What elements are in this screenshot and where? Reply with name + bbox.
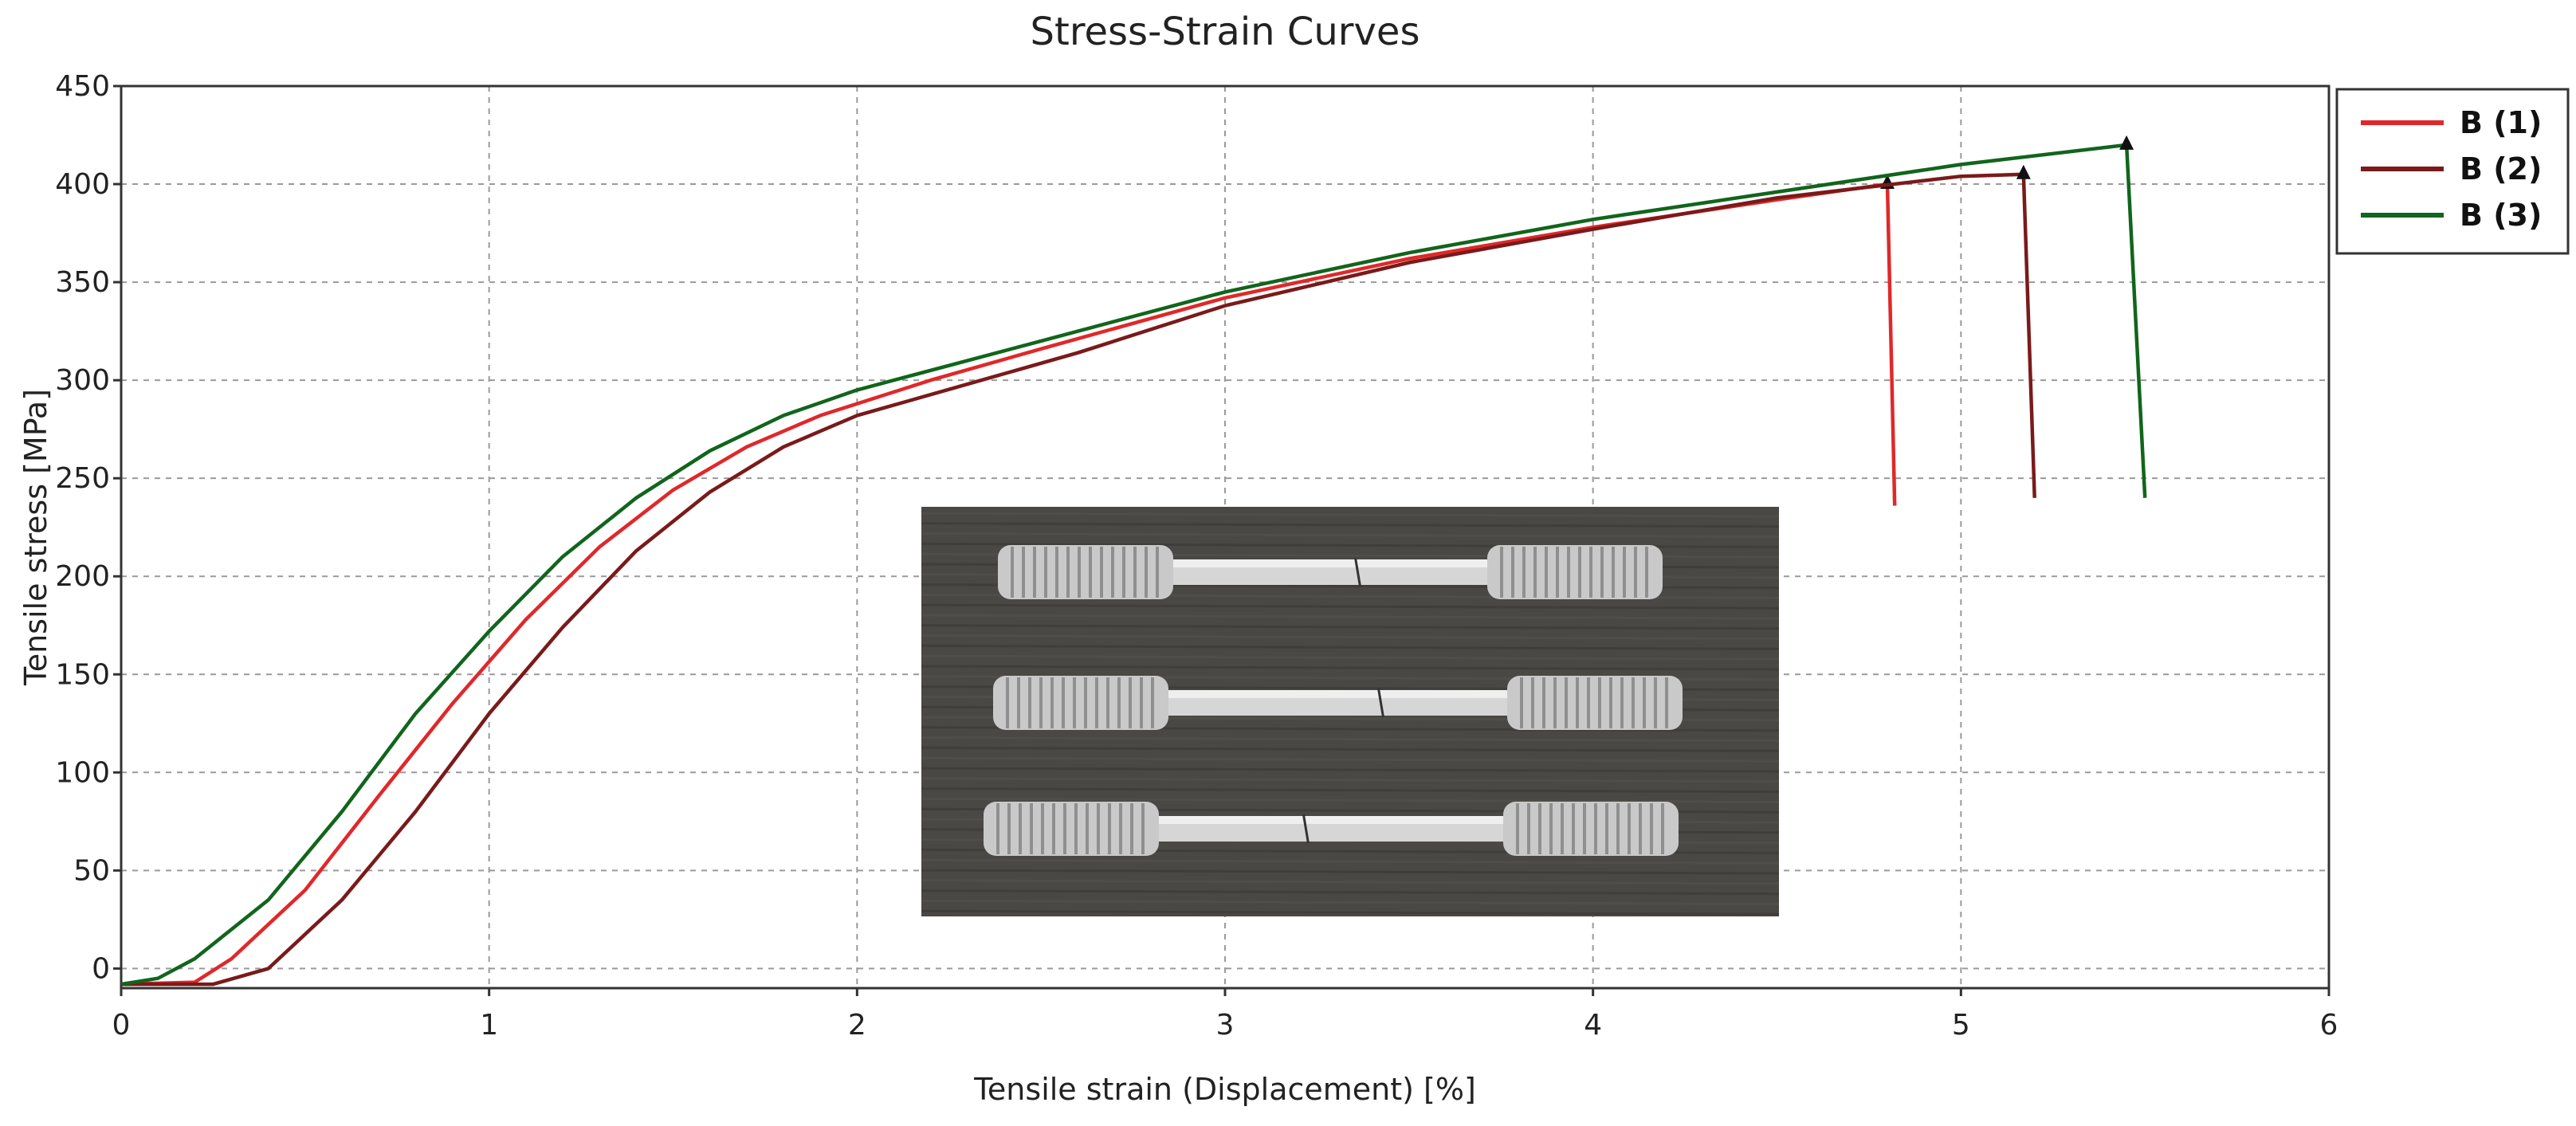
chart-title: Stress-Strain Curves bbox=[1031, 10, 1420, 54]
x-tick-label: 3 bbox=[1216, 1009, 1235, 1042]
y-tick-label: 450 bbox=[55, 70, 110, 103]
specimen-highlight bbox=[1159, 816, 1503, 824]
photo-texture-line bbox=[921, 665, 1780, 671]
photo-texture-line bbox=[921, 909, 1780, 916]
photo-texture-line bbox=[921, 869, 1780, 875]
tensile-specimen bbox=[993, 676, 1683, 730]
series-line bbox=[120, 143, 2147, 987]
photo-texture-line bbox=[921, 644, 1780, 650]
y-tick-label: 200 bbox=[55, 560, 110, 593]
photo-texture-line bbox=[921, 756, 1780, 763]
photo-texture-line bbox=[921, 858, 1780, 865]
specimen-grip-left bbox=[998, 545, 1173, 599]
photo-texture-line bbox=[921, 746, 1780, 752]
legend-label: B (3) bbox=[2460, 198, 2542, 233]
specimen-grip-right bbox=[1507, 676, 1683, 730]
x-tick-label: 0 bbox=[112, 1009, 131, 1042]
inset-photo bbox=[921, 507, 1780, 916]
y-tick-label: 350 bbox=[55, 266, 110, 299]
fracture-line bbox=[1354, 557, 1361, 587]
photo-texture-line bbox=[921, 614, 1780, 620]
legend-label: B (2) bbox=[2460, 151, 2542, 186]
photo-texture-line bbox=[921, 899, 1780, 905]
fracture-marker bbox=[2016, 164, 2031, 179]
photo-texture-line bbox=[921, 634, 1780, 641]
fracture-line bbox=[1302, 814, 1310, 844]
tensile-specimen bbox=[998, 545, 1663, 599]
photo-texture-line bbox=[921, 889, 1780, 896]
specimen-grip-right bbox=[1503, 802, 1679, 856]
fracture-marker bbox=[2119, 135, 2134, 150]
specimen-grip-left bbox=[993, 676, 1168, 730]
legend: B (1) B (2) B (3) bbox=[2335, 88, 2570, 255]
y-axis-title: Tensile stress [MPa] bbox=[18, 389, 53, 686]
legend-label: B (1) bbox=[2460, 105, 2542, 140]
x-tick-label: 5 bbox=[1952, 1009, 1970, 1042]
photo-texture-line bbox=[921, 879, 1780, 885]
x-tick-label: 2 bbox=[848, 1009, 866, 1042]
x-tick-label: 4 bbox=[1584, 1009, 1602, 1042]
photo-texture-line bbox=[921, 736, 1780, 743]
x-tick-label: 6 bbox=[2320, 1009, 2338, 1042]
y-tick-label: 300 bbox=[55, 364, 110, 397]
photo-texture-line bbox=[921, 767, 1780, 773]
photo-texture-line bbox=[921, 512, 1780, 518]
photo-texture-line bbox=[921, 787, 1780, 794]
tick-labels: 0 1 2 3 4 5 6 0 50 100 150 200 250 300 350 400 450 bbox=[55, 70, 2338, 1042]
y-tick-label: 0 bbox=[92, 952, 110, 985]
specimen-grip-right bbox=[1487, 545, 1663, 599]
specimen-highlight bbox=[1173, 559, 1487, 567]
photo-texture-line bbox=[921, 624, 1780, 630]
series-line bbox=[120, 182, 1897, 987]
y-tick-label: 100 bbox=[55, 756, 110, 789]
series-layer bbox=[120, 135, 2147, 987]
photo-texture-line bbox=[921, 522, 1780, 528]
y-tick-label: 250 bbox=[55, 462, 110, 495]
photo-texture-line bbox=[921, 532, 1780, 539]
tensile-specimen bbox=[984, 802, 1679, 856]
photo-texture-line bbox=[921, 654, 1780, 661]
y-tick-label: 400 bbox=[55, 168, 110, 201]
y-tick-label: 50 bbox=[73, 854, 110, 887]
photo-texture-line bbox=[921, 797, 1780, 803]
fracture-line bbox=[1377, 688, 1384, 718]
specimen-highlight bbox=[1168, 690, 1507, 698]
photo-texture-line bbox=[921, 603, 1780, 610]
specimen-grip-left bbox=[984, 802, 1159, 856]
y-tick-label: 150 bbox=[55, 658, 110, 691]
x-axis-title: Tensile strain (Displacement) [%] bbox=[973, 1072, 1476, 1107]
x-tick-label: 1 bbox=[480, 1009, 498, 1042]
photo-texture-line bbox=[921, 777, 1780, 783]
series-line bbox=[121, 172, 2036, 987]
